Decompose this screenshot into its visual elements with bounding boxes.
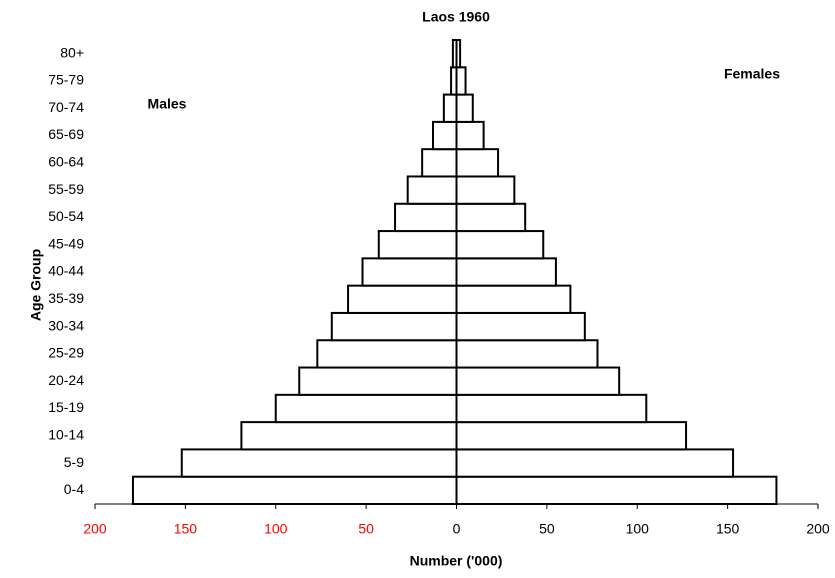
y-tick-label: 15-19 [48,399,84,415]
x-tick-label: 150 [174,521,198,537]
y-tick-label: 0-4 [64,481,84,497]
bar [377,230,458,260]
y-tick-label: 10-14 [48,426,84,442]
y-tick-label: 45-49 [48,235,84,251]
x-tick-label: 200 [83,521,107,537]
x-tick-label: 50 [539,521,555,537]
bar [361,257,458,287]
y-tick-label: 30-34 [48,317,84,333]
bar [330,311,458,342]
bar [442,93,458,123]
bar [406,175,458,205]
bar [455,257,557,287]
bar [455,366,621,396]
y-axis-label: Age Group [28,249,44,321]
bar [316,339,458,369]
y-tick-label: 80+ [60,44,84,60]
bar [180,448,458,478]
bar [455,148,500,178]
bar [455,66,467,96]
x-tick-label: 100 [626,521,650,537]
bar [347,284,458,314]
x-tick-label: 0 [453,521,461,537]
y-tick-label: 20-24 [48,372,84,388]
annotation: Females [724,66,780,82]
bar [131,475,458,505]
y-tick-label: 60-64 [48,154,84,170]
y-tick-label: 5-9 [64,454,84,470]
y-tick-label: 50-54 [48,208,84,224]
bar [455,339,599,369]
y-tick-label: 25-29 [48,345,84,361]
y-tick-label: 55-59 [48,181,84,197]
annotation: Males [148,96,187,112]
chart-title: Laos 1960 [422,9,490,25]
bar [455,175,516,205]
y-tick-label: 65-69 [48,126,84,142]
bar [455,202,527,233]
y-tick-label: 40-44 [48,263,84,279]
bar [455,421,688,451]
bar [455,393,648,424]
bar [274,393,458,424]
bar [455,311,586,342]
bar [394,202,458,233]
bar [455,230,545,260]
bar [240,421,458,451]
bar [432,120,458,151]
bar [421,148,458,178]
bar [298,366,458,396]
y-tick-label: 70-74 [48,99,84,115]
y-tick-label: 75-79 [48,72,84,88]
x-axis-label: Number ('000) [410,553,503,569]
bar [455,475,778,505]
x-tick-label: 200 [806,521,830,537]
bar [455,284,572,314]
bar [455,93,474,123]
y-tick-label: 35-39 [48,290,84,306]
bar [455,448,735,478]
x-tick-label: 50 [358,521,374,537]
x-tick-label: 150 [716,521,740,537]
bar [455,120,485,151]
x-tick-label: 100 [264,521,288,537]
